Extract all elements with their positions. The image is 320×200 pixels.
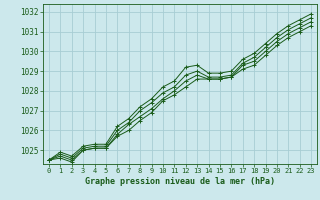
X-axis label: Graphe pression niveau de la mer (hPa): Graphe pression niveau de la mer (hPa) [85, 177, 275, 186]
